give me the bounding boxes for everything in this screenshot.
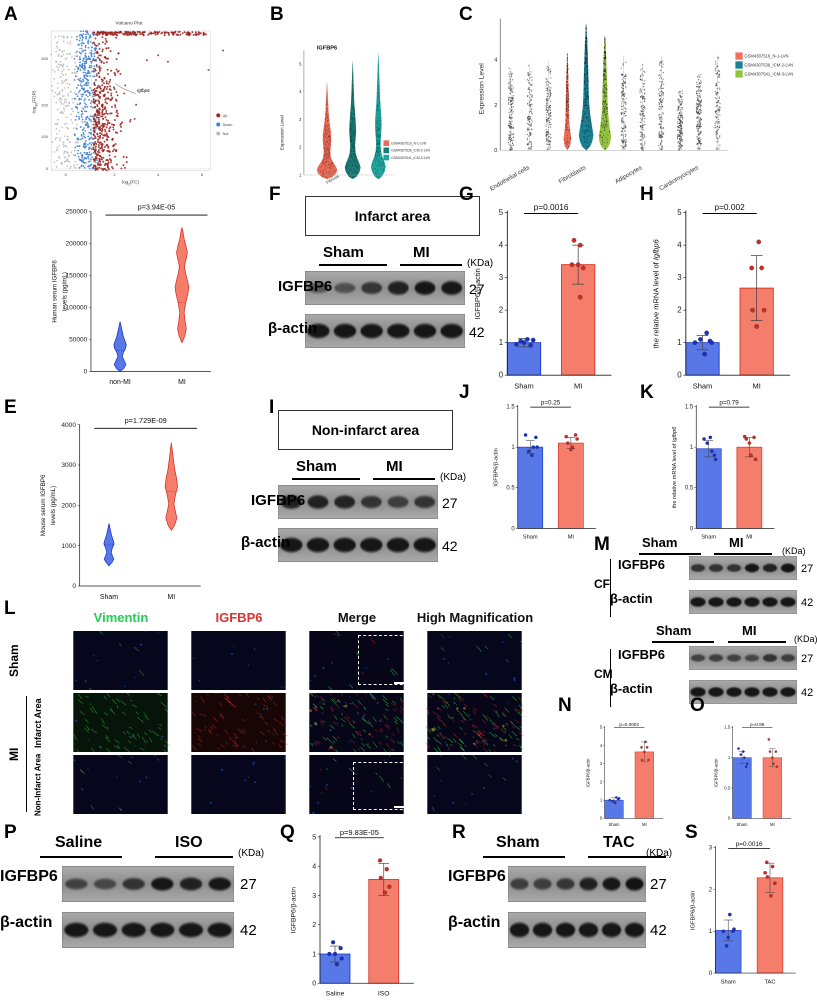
svg-text:1: 1 [511, 445, 514, 451]
svg-text:GSM4307516_N-1-LVN: GSM4307516_N-1-LVN [744, 54, 788, 59]
svg-text:0: 0 [494, 148, 497, 154]
svg-text:-log10(FDR): -log10(FDR) [32, 90, 39, 114]
svg-text:0: 0 [511, 526, 515, 532]
svg-text:150000: 150000 [65, 273, 87, 280]
svg-text:0.5: 0.5 [685, 486, 694, 492]
svg-text:0: 0 [84, 369, 88, 376]
svg-text:Human serum IGFBP6: Human serum IGFBP6 [51, 260, 58, 323]
svg-text:100000: 100000 [65, 305, 87, 312]
svg-text:GSM4307541_ICM-3-LVN: GSM4307541_ICM-3-LVN [744, 72, 793, 77]
svg-text:2: 2 [113, 172, 115, 177]
svg-text:3000: 3000 [61, 462, 76, 469]
svg-text:50000: 50000 [69, 337, 88, 344]
svg-text:4: 4 [499, 241, 504, 250]
svg-text:1: 1 [299, 172, 302, 177]
svg-text:1.5: 1.5 [506, 404, 515, 410]
svg-text:MI: MI [178, 379, 186, 386]
svg-text:Sham: Sham [693, 382, 713, 391]
svg-text:p=3.94E-05: p=3.94E-05 [138, 203, 176, 212]
svg-text:2000: 2000 [61, 503, 76, 510]
svg-text:Up: Up [222, 113, 227, 118]
svg-text:0.5: 0.5 [506, 486, 515, 492]
svg-text:5: 5 [299, 61, 302, 66]
svg-text:4: 4 [677, 241, 682, 250]
svg-text:0: 0 [690, 526, 694, 532]
svg-text:300: 300 [41, 56, 47, 61]
svg-text:the relative mRNA level of Igf: the relative mRNA level of Igfbp6 [652, 238, 661, 348]
svg-text:MI: MI [574, 382, 582, 391]
svg-text:Endothelial cells: Endothelial cells [489, 164, 531, 192]
svg-text:Igfbp6: Igfbp6 [137, 88, 150, 93]
svg-text:p=1.729E-09: p=1.729E-09 [125, 416, 167, 425]
svg-text:6: 6 [201, 172, 203, 177]
svg-text:2: 2 [299, 145, 302, 150]
svg-text:4: 4 [299, 89, 302, 94]
svg-text:IGFBP6/β-actin: IGFBP6/β-actin [473, 268, 482, 319]
svg-text:100: 100 [41, 134, 47, 139]
svg-text:200: 200 [41, 102, 47, 107]
svg-text:4000: 4000 [61, 422, 76, 429]
svg-text:1000: 1000 [61, 543, 76, 550]
svg-text:Volcano Plot: Volcano Plot [115, 20, 143, 26]
svg-text:Cardiomyocytes: Cardiomyocytes [658, 164, 700, 192]
svg-text:0: 0 [499, 371, 504, 380]
svg-text:Down: Down [222, 122, 232, 127]
svg-text:Sham: Sham [100, 594, 118, 601]
svg-text:the relative mRNA level of Igf: the relative mRNA level of Igfbp6 [672, 426, 678, 509]
svg-text:IGFBP6: IGFBP6 [317, 45, 337, 51]
svg-text:Sham: Sham [523, 534, 538, 540]
svg-text:MI: MI [568, 534, 575, 540]
svg-text:0: 0 [46, 166, 48, 171]
svg-text:p=0.0016: p=0.0016 [534, 202, 569, 212]
svg-text:levels (pg/mL): levels (pg/mL) [50, 486, 57, 525]
svg-text:200000: 200000 [65, 241, 87, 248]
svg-text:IGFBP6/β-actin: IGFBP6/β-actin [493, 448, 499, 486]
svg-text:Fibroblasts: Fibroblasts [558, 164, 588, 185]
svg-text:0: 0 [677, 371, 682, 380]
svg-text:Adipocytes: Adipocytes [614, 164, 644, 185]
svg-text:5: 5 [677, 208, 682, 217]
svg-text:Sham: Sham [514, 382, 534, 391]
svg-text:2: 2 [677, 306, 681, 315]
svg-text:Expression Level: Expression Level [478, 63, 485, 115]
svg-text:2: 2 [499, 306, 503, 315]
svg-text:p=0.25: p=0.25 [541, 400, 561, 407]
svg-text:1.5: 1.5 [685, 404, 694, 410]
svg-text:4: 4 [157, 172, 160, 177]
svg-text:5: 5 [499, 208, 504, 217]
svg-text:GSM4307536_ICM-2-LVN: GSM4307536_ICM-2-LVN [391, 149, 430, 153]
svg-text:log2(FC): log2(FC) [122, 180, 139, 187]
svg-text:4: 4 [494, 58, 497, 64]
svg-text:0: 0 [65, 172, 67, 177]
svg-text:GSM4307516_N-1-LVN: GSM4307516_N-1-LVN [391, 141, 427, 145]
svg-text:MI: MI [752, 382, 760, 391]
svg-text:3: 3 [677, 273, 682, 282]
svg-text:Not: Not [222, 131, 229, 136]
svg-text:250000: 250000 [65, 209, 87, 216]
svg-text:Mouse serum IGFBP6: Mouse serum IGFBP6 [40, 474, 47, 536]
svg-text:2: 2 [494, 103, 497, 109]
svg-text:0: 0 [72, 583, 76, 590]
svg-text:non-MI: non-MI [109, 379, 131, 386]
svg-text:Expression Level: Expression Level [279, 115, 284, 150]
svg-text:1: 1 [690, 445, 693, 451]
svg-text:levels (pg/mL): levels (pg/mL) [62, 272, 69, 311]
svg-text:3: 3 [499, 273, 504, 282]
svg-text:p=0.002: p=0.002 [714, 202, 745, 212]
svg-text:1: 1 [677, 338, 682, 347]
svg-text:3: 3 [299, 117, 302, 122]
svg-text:GSM4307541_ICM-3-LVN: GSM4307541_ICM-3-LVN [391, 156, 430, 160]
svg-text:MI: MI [167, 594, 175, 601]
svg-text:GSM4307536_ICM-2-LVN: GSM4307536_ICM-2-LVN [744, 63, 793, 68]
svg-text:p=0.79: p=0.79 [719, 400, 739, 407]
svg-text:1: 1 [499, 338, 504, 347]
